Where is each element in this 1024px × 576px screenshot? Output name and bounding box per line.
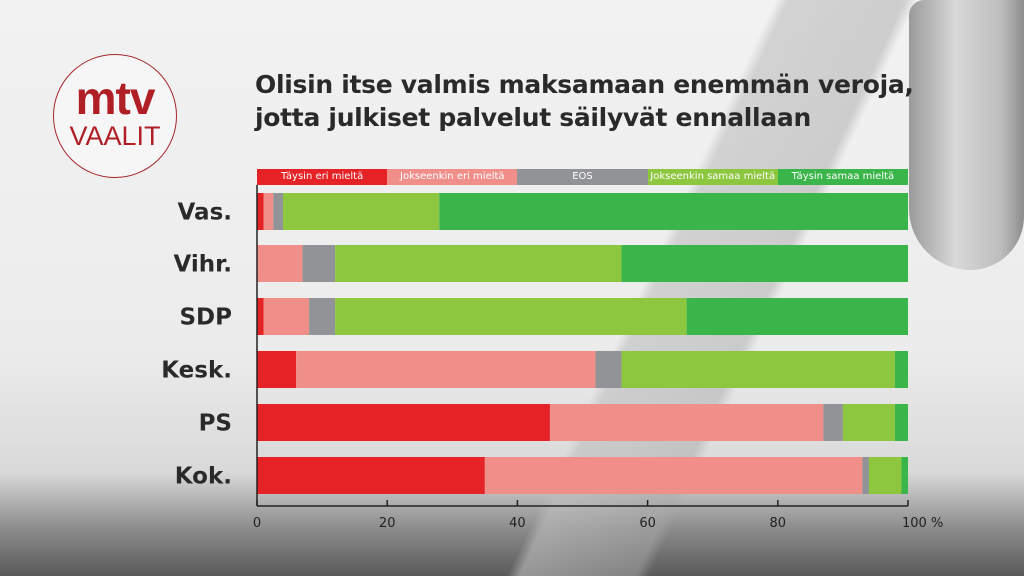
x-tick-label: 20 bbox=[379, 516, 396, 531]
bar-segment bbox=[302, 245, 336, 282]
x-tick-label: 100 % bbox=[902, 516, 943, 531]
bar-segment bbox=[595, 351, 622, 388]
bar-segment bbox=[862, 457, 869, 494]
bar-segment bbox=[686, 298, 908, 335]
x-tick-label: 60 bbox=[639, 516, 656, 531]
legend-item: Täysin samaa mieltä bbox=[777, 169, 909, 185]
bar-segment bbox=[549, 404, 824, 441]
bar-segment bbox=[263, 298, 310, 335]
x-tick-label: 0 bbox=[253, 516, 261, 531]
category-label: Vas. bbox=[178, 200, 233, 226]
bar-segment bbox=[335, 245, 622, 282]
logo-vaalit: VAALIT bbox=[69, 121, 161, 151]
bar-segment bbox=[894, 404, 908, 441]
category-label: Vihr. bbox=[174, 252, 232, 278]
bar-segment bbox=[257, 245, 303, 282]
bar-segment bbox=[842, 404, 895, 441]
bar-segment bbox=[283, 193, 440, 230]
bar-segment bbox=[868, 457, 902, 494]
mtv-vaalit-logo: mtv VAALIT bbox=[53, 54, 177, 178]
category-label: Kok. bbox=[175, 464, 232, 490]
logo-mtv: mtv bbox=[75, 72, 156, 124]
bar-segment bbox=[484, 457, 863, 494]
x-tick-label: 40 bbox=[509, 516, 526, 531]
legend-item: Jokseenkin eri mieltä bbox=[387, 169, 518, 185]
bar-segment bbox=[257, 404, 550, 441]
bar-segment bbox=[273, 193, 284, 230]
category-label: PS bbox=[199, 411, 232, 437]
bar-segment bbox=[257, 298, 264, 335]
bar-segment bbox=[621, 351, 895, 388]
legend-item: Jokseenkin samaa mieltä bbox=[647, 169, 778, 185]
title-line-2: jotta julkiset palvelut säilyvät ennalla… bbox=[255, 103, 811, 132]
bar-segment bbox=[296, 351, 596, 388]
bar-segment bbox=[901, 457, 908, 494]
background-hand bbox=[909, 0, 1024, 270]
legend-item: Täysin eri mieltä bbox=[257, 169, 388, 185]
bar-segment bbox=[257, 193, 264, 230]
bar-segment bbox=[335, 298, 687, 335]
chart-title: Olisin itse valmis maksamaan enemmän ver… bbox=[255, 68, 914, 134]
title-line-1: Olisin itse valmis maksamaan enemmän ver… bbox=[255, 70, 914, 99]
category-label: SDP bbox=[179, 305, 232, 331]
x-tick-label: 80 bbox=[770, 516, 787, 531]
legend-item: EOS bbox=[517, 169, 648, 185]
category-label: Kesk. bbox=[161, 358, 232, 384]
bar-segment bbox=[257, 351, 297, 388]
bar-segment bbox=[257, 457, 485, 494]
bar-segment bbox=[439, 193, 908, 230]
bar-segment bbox=[263, 193, 274, 230]
bar-segment bbox=[894, 351, 908, 388]
bar-segment bbox=[823, 404, 843, 441]
bar-segment bbox=[621, 245, 908, 282]
bar-segment bbox=[309, 298, 336, 335]
legend: Täysin eri mieltä Jokseenkin eri mieltä EO… bbox=[257, 169, 909, 185]
